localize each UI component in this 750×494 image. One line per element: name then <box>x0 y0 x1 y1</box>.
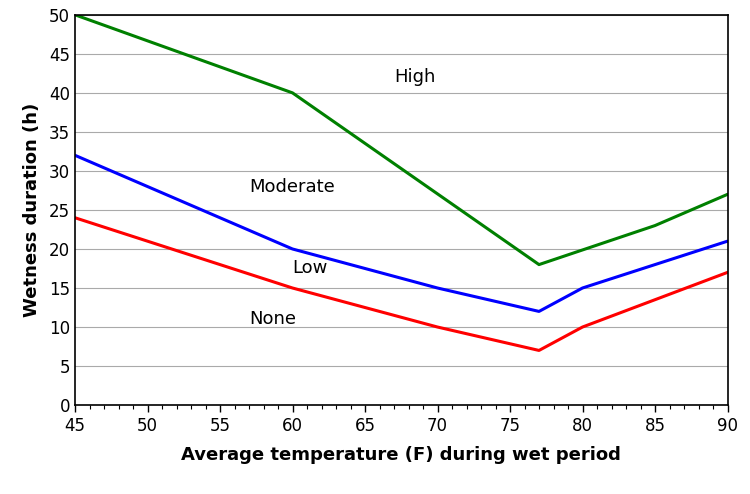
X-axis label: Average temperature (F) during wet period: Average temperature (F) during wet perio… <box>182 446 621 464</box>
Text: Moderate: Moderate <box>249 177 334 196</box>
Text: None: None <box>249 310 296 328</box>
Y-axis label: Wetness duration (h): Wetness duration (h) <box>22 103 40 317</box>
Text: Low: Low <box>292 259 328 278</box>
Text: High: High <box>394 68 435 86</box>
